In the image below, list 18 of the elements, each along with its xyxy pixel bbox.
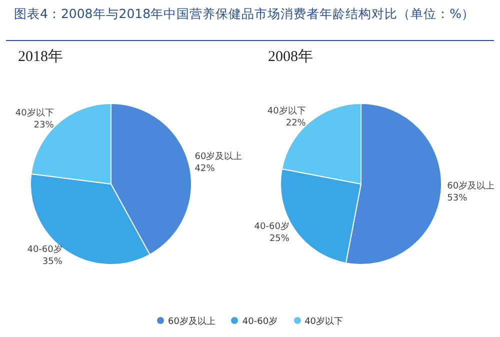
slice-label: 40-60岁 — [254, 220, 290, 232]
data-label: 35% — [42, 256, 63, 267]
chart-subtitle: 2018年 — [17, 48, 64, 67]
slice-label: 60岁及以上 — [194, 150, 242, 162]
data-label: 23% — [34, 120, 54, 130]
legend-label: 60岁及以上 — [166, 316, 216, 328]
slice-label: 40-60岁 — [27, 244, 62, 255]
data-label: 25% — [269, 234, 290, 244]
slice-label: 40岁以下 — [267, 106, 306, 117]
legend-label: 40岁以下 — [304, 316, 344, 328]
data-label: 42% — [194, 164, 216, 174]
slice-label: 40岁以下 — [15, 107, 54, 118]
slice-label: 60岁及以上 — [447, 180, 495, 192]
data-label: 22% — [286, 118, 306, 129]
chart-title: 2008年 — [267, 48, 314, 67]
data-label: 53% — [447, 193, 468, 204]
legend-label: 40-60岁 — [241, 316, 278, 328]
chart-title: 图表4：2008年与2018年中国营养保健品市场消费者年龄结构对比（单位：%） — [6, 0, 494, 41]
